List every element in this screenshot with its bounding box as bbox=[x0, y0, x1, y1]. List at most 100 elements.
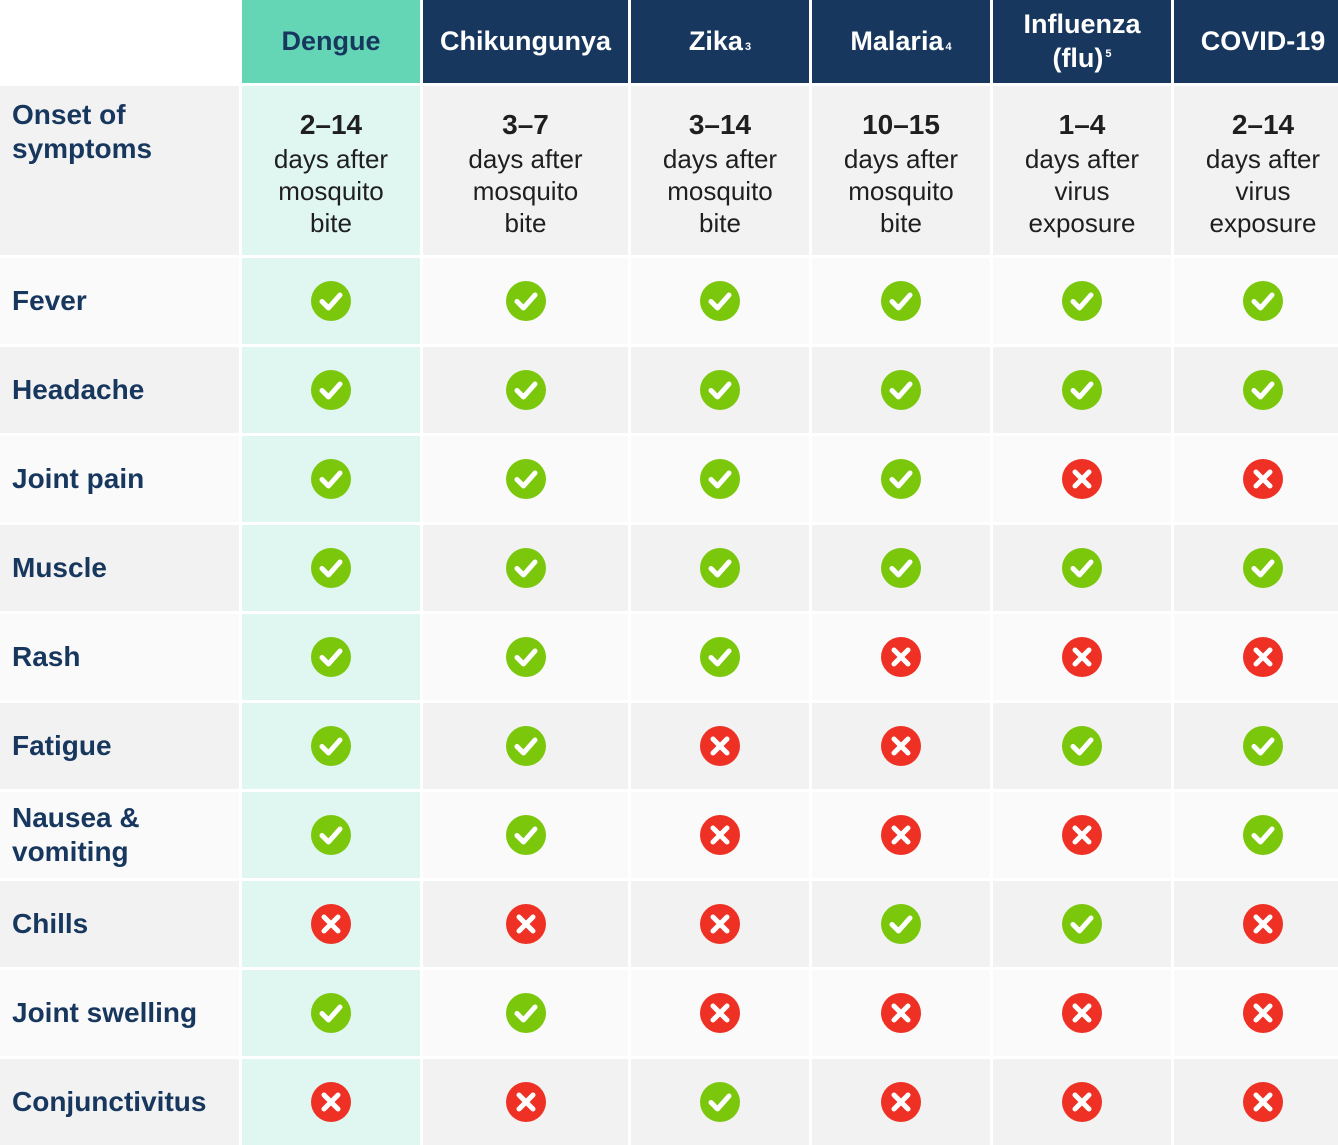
symptom-cell-headache-chikungunya bbox=[423, 347, 628, 433]
row-label-joint-pain: Joint pain bbox=[0, 436, 239, 522]
symptom-cell-joint-pain-chikungunya bbox=[423, 436, 628, 522]
check-circle-icon bbox=[1243, 726, 1283, 766]
onset-l3: bite bbox=[699, 208, 741, 239]
row-label-joint-swelling: Joint swelling bbox=[0, 970, 239, 1056]
check-circle-icon bbox=[881, 904, 921, 944]
symptom-cell-joint-swelling-covid bbox=[1174, 970, 1338, 1056]
check-circle-icon bbox=[1062, 281, 1102, 321]
onset-cell-chikungunya: 3–7 days after mosquito bite bbox=[423, 86, 628, 255]
symptom-cell-joint-swelling-zika bbox=[631, 970, 809, 1056]
onset-num: 3–7 bbox=[502, 109, 549, 140]
onset-cell-malaria: 10–15 days after mosquito bite bbox=[812, 86, 990, 255]
onset-l2: mosquito bbox=[472, 175, 579, 206]
symptom-cell-conjunctivitus-dengue bbox=[242, 1059, 420, 1145]
column-header-dengue: Dengue bbox=[242, 0, 420, 83]
symptom-cell-nausea-vomiting-dengue bbox=[242, 792, 420, 878]
symptom-cell-chills-covid bbox=[1174, 881, 1338, 967]
symptom-cell-chills-influenza bbox=[993, 881, 1171, 967]
symptom-cell-nausea-vomiting-chikungunya bbox=[423, 792, 628, 878]
cross-circle-icon bbox=[1243, 904, 1283, 944]
cross-circle-icon bbox=[1243, 1082, 1283, 1122]
check-circle-icon bbox=[881, 370, 921, 410]
symptom-cell-joint-swelling-malaria bbox=[812, 970, 990, 1056]
symptom-cell-joint-pain-zika bbox=[631, 436, 809, 522]
check-circle-icon bbox=[505, 548, 546, 588]
symptom-cell-nausea-vomiting-covid bbox=[1174, 792, 1338, 878]
symptom-cell-joint-swelling-dengue bbox=[242, 970, 420, 1056]
cross-circle-icon bbox=[1243, 459, 1283, 499]
row-label-muscle: Muscle bbox=[0, 525, 239, 611]
check-circle-icon bbox=[700, 370, 740, 410]
row-label-fatigue: Fatigue bbox=[0, 703, 239, 789]
check-circle-icon bbox=[505, 637, 546, 677]
check-circle-icon bbox=[505, 726, 546, 766]
symptom-cell-muscle-covid bbox=[1174, 525, 1338, 611]
check-circle-icon bbox=[505, 459, 546, 499]
onset-cell-influenza: 1–4 days after virus exposure bbox=[993, 86, 1171, 255]
row-label-fever: Fever bbox=[0, 258, 239, 344]
symptom-cell-fatigue-chikungunya bbox=[423, 703, 628, 789]
onset-num: 3–14 bbox=[688, 109, 752, 140]
cross-circle-icon bbox=[1243, 637, 1283, 677]
symptom-cell-joint-pain-dengue bbox=[242, 436, 420, 522]
cross-circle-icon bbox=[1062, 1082, 1102, 1122]
symptom-cell-nausea-vomiting-influenza bbox=[993, 792, 1171, 878]
symptom-cell-rash-malaria bbox=[812, 614, 990, 700]
symptom-cell-fever-chikungunya bbox=[423, 258, 628, 344]
symptom-cell-headache-dengue bbox=[242, 347, 420, 433]
check-circle-icon bbox=[1243, 548, 1283, 588]
symptom-cell-rash-chikungunya bbox=[423, 614, 628, 700]
check-circle-icon bbox=[311, 726, 351, 766]
symptom-cell-chills-malaria bbox=[812, 881, 990, 967]
symptom-cell-joint-pain-influenza bbox=[993, 436, 1171, 522]
symptom-cell-fever-covid bbox=[1174, 258, 1338, 344]
cross-circle-icon bbox=[881, 726, 921, 766]
symptom-cell-muscle-dengue bbox=[242, 525, 420, 611]
symptom-cell-rash-dengue bbox=[242, 614, 420, 700]
column-header-chikungunya: Chikungunya bbox=[423, 0, 628, 83]
row-label-onset: Onset of symptoms bbox=[0, 86, 239, 255]
cross-circle-icon bbox=[1243, 993, 1283, 1033]
cross-circle-icon bbox=[700, 904, 740, 944]
cross-circle-icon bbox=[881, 815, 921, 855]
onset-l3: bite bbox=[880, 208, 922, 239]
row-label-rash: Rash bbox=[0, 614, 239, 700]
check-circle-icon bbox=[700, 548, 740, 588]
onset-cell-zika: 3–14 days after mosquito bite bbox=[631, 86, 809, 255]
check-circle-icon bbox=[505, 370, 546, 410]
onset-cell-covid: 2–14 days after virus exposure bbox=[1174, 86, 1338, 255]
influenza-label: Influenza (flu) 5 bbox=[1023, 8, 1141, 73]
check-circle-icon bbox=[700, 1082, 740, 1122]
column-header-influenza: Influenza (flu) 5 bbox=[993, 0, 1171, 83]
onset-l1: days after bbox=[1205, 143, 1321, 174]
column-header-zika: Zika 3 bbox=[631, 0, 809, 83]
cross-circle-icon bbox=[505, 1082, 546, 1122]
cross-circle-icon bbox=[881, 637, 921, 677]
column-header-covid: COVID-19 bbox=[1174, 0, 1338, 83]
onset-l2: mosquito bbox=[667, 175, 773, 206]
check-circle-icon bbox=[700, 281, 740, 321]
symptom-cell-joint-swelling-influenza bbox=[993, 970, 1171, 1056]
symptom-cell-rash-influenza bbox=[993, 614, 1171, 700]
symptom-cell-headache-influenza bbox=[993, 347, 1171, 433]
symptom-cell-joint-pain-covid bbox=[1174, 436, 1338, 522]
symptom-cell-fever-influenza bbox=[993, 258, 1171, 344]
cross-circle-icon bbox=[700, 726, 740, 766]
symptom-cell-rash-zika bbox=[631, 614, 809, 700]
cross-circle-icon bbox=[311, 904, 351, 944]
symptom-cell-headache-malaria bbox=[812, 347, 990, 433]
check-circle-icon bbox=[505, 281, 546, 321]
check-circle-icon bbox=[1062, 548, 1102, 588]
cross-circle-icon bbox=[1062, 459, 1102, 499]
symptom-cell-conjunctivitus-zika bbox=[631, 1059, 809, 1145]
check-circle-icon bbox=[311, 548, 351, 588]
cross-circle-icon bbox=[311, 1082, 351, 1122]
symptom-cell-fatigue-zika bbox=[631, 703, 809, 789]
check-circle-icon bbox=[700, 459, 740, 499]
symptom-cell-muscle-chikungunya bbox=[423, 525, 628, 611]
symptom-cell-joint-pain-malaria bbox=[812, 436, 990, 522]
symptom-cell-fatigue-dengue bbox=[242, 703, 420, 789]
symptom-cell-conjunctivitus-malaria bbox=[812, 1059, 990, 1145]
onset-l3: bite bbox=[310, 208, 352, 239]
check-circle-icon bbox=[881, 281, 921, 321]
